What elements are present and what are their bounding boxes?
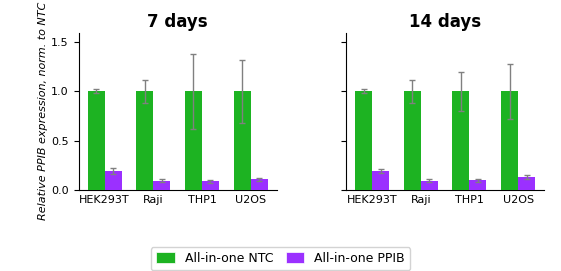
Bar [470,180,486,190]
Title: 7 days: 7 days [148,13,208,31]
Bar [518,177,535,190]
Bar [185,92,202,190]
Bar [404,92,421,190]
Bar [372,171,389,190]
Bar [355,92,372,190]
Title: 14 days: 14 days [409,13,481,31]
Legend: All-in-one NTC, All-in-one PPIB: All-in-one NTC, All-in-one PPIB [151,247,410,270]
Bar [153,181,171,190]
Y-axis label: Relative PPIB expression, norm. to NTC: Relative PPIB expression, norm. to NTC [38,2,48,220]
Bar [251,179,268,190]
Bar [136,92,153,190]
Bar [104,171,122,190]
Bar [501,92,518,190]
Bar [202,181,219,190]
Bar [421,181,438,190]
Bar [452,92,470,190]
Bar [88,92,104,190]
Bar [233,92,251,190]
